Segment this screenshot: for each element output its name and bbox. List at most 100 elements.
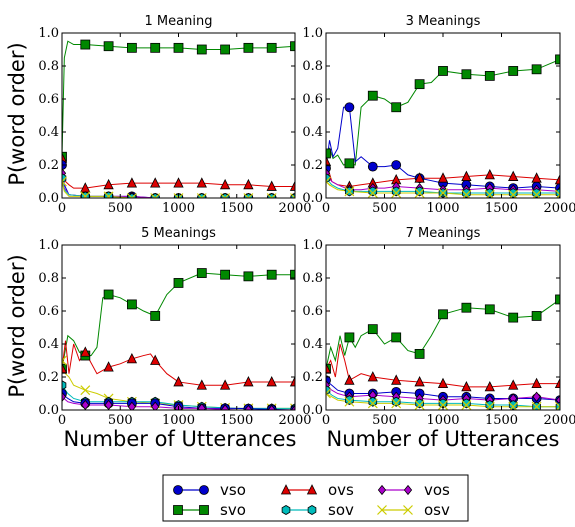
x-axis-label-right: Number of Utterances	[327, 427, 560, 451]
legend-entry-osv: osv	[377, 501, 450, 519]
data-point-osv	[438, 400, 448, 410]
data-point-ovs	[266, 180, 277, 191]
data-point-vso	[391, 160, 402, 170]
panel-4: 7 Meanings 0.0 0.2 0.4 0.6 0.8 1.0 0 500 1000 1500…	[302, 226, 575, 428]
y-tick-label: 0.2	[38, 370, 59, 385]
data-point-osv	[367, 398, 378, 409]
x-tick-label: 1500	[220, 201, 253, 216]
data-point-sov	[462, 188, 471, 198]
data-point-osv-stroke-b	[367, 398, 378, 409]
data-point-svo	[391, 102, 402, 113]
data-point-svo	[531, 64, 542, 75]
legend-items: vso ovs vos svo sov osv	[173, 481, 450, 519]
data-point-sov	[391, 186, 401, 197]
data-point-svo	[150, 42, 161, 53]
y-axis-label-bottom: P(word order)	[5, 254, 29, 397]
legend-marker-end	[403, 484, 413, 496]
data-point-osv	[438, 188, 448, 198]
data-point-svo	[367, 90, 378, 101]
data-point-sov	[508, 400, 518, 410]
x-tick-label: 2000	[278, 201, 311, 216]
data-point-osv-stroke-b	[224, 193, 231, 198]
legend-marker-start	[173, 485, 183, 495]
legend-marker-end	[199, 485, 209, 495]
y-tick-label: 1.0	[302, 26, 323, 41]
data-point-osv-stroke-a	[173, 193, 180, 198]
legend-marker-end	[199, 505, 209, 515]
y-tick-label: 0.4	[38, 125, 59, 140]
data-point-sov	[81, 191, 90, 198]
y-tick-label: 0.0	[38, 403, 59, 418]
x-tick-label: 1000	[426, 413, 459, 428]
data-point-osv	[80, 385, 91, 396]
data-point-sov	[62, 380, 67, 391]
legend-label: vos	[424, 481, 450, 499]
data-point-svo	[266, 42, 277, 53]
data-point-osv-stroke-a	[243, 193, 250, 198]
data-point-ovs	[461, 170, 472, 181]
data-point-ovs	[437, 172, 449, 183]
data-point-ovs	[243, 178, 254, 190]
data-point-osv	[414, 188, 425, 198]
data-point-svo	[220, 44, 231, 55]
x-tick-label: 1500	[220, 413, 253, 428]
data-point-osv-stroke-b	[177, 193, 184, 198]
data-point-vos	[151, 401, 160, 410]
data-point-osv	[414, 400, 425, 410]
data-point-ovs	[62, 362, 68, 374]
data-point-ovs	[173, 376, 184, 387]
data-point-osv-stroke-b	[131, 193, 137, 198]
legend-entry-ovs: ovs	[280, 481, 354, 499]
x-tick-label: 0	[58, 413, 66, 428]
legend-marker-end	[403, 505, 413, 515]
data-point-osv	[80, 191, 91, 198]
y-tick-label: 0.0	[302, 191, 323, 206]
y-tick-label: 0.0	[38, 191, 59, 206]
y-tick-label: 0.8	[302, 59, 323, 74]
panel-title: 1 Meaning	[145, 14, 213, 29]
data-point-ovs	[437, 377, 449, 389]
data-point-osv	[126, 193, 137, 198]
panel-title: 5 Meanings	[141, 226, 216, 241]
data-point-ovs	[243, 376, 254, 387]
data-point-ovs	[289, 180, 295, 191]
data-point-osv-stroke-a	[555, 189, 560, 196]
y-tick-label: 0.4	[302, 337, 323, 352]
y-tick-label: 0.2	[302, 158, 323, 173]
data-point-svo	[484, 71, 495, 81]
legend-marker-start	[281, 505, 291, 515]
data-point-sov	[508, 188, 518, 198]
x-tick-label: 1000	[426, 201, 459, 216]
data-point-osv-stroke-a	[266, 193, 273, 198]
data-point-osv-stroke-b	[461, 400, 472, 410]
data-point-ovs	[554, 173, 560, 185]
x-tick-label: 2000	[543, 413, 575, 428]
data-point-osv-stroke-a	[126, 193, 133, 198]
data-point-osv	[220, 193, 231, 198]
data-point-svo	[508, 66, 519, 76]
data-point-ovs	[484, 381, 495, 392]
data-point-svo	[290, 269, 295, 280]
data-point-osv-stroke-b	[270, 193, 277, 198]
data-point-osv-stroke-b	[106, 191, 114, 198]
x-axis-label-left: Number of Utterances	[64, 427, 297, 451]
data-point-osv	[243, 193, 254, 198]
data-point-osv-stroke-b	[344, 396, 355, 407]
panel-title: 3 Meanings	[406, 14, 481, 29]
data-point-osv	[196, 193, 207, 198]
data-point-ovs	[531, 172, 542, 183]
data-point-svo	[326, 148, 331, 159]
data-point-ovs	[414, 376, 425, 387]
data-point-svo	[62, 151, 67, 162]
data-point-osv	[344, 186, 355, 197]
y-tick-label: 0.8	[302, 271, 323, 286]
data-point-svo	[344, 158, 355, 169]
series-line-osv	[62, 181, 295, 198]
series-line-sov	[62, 178, 295, 198]
data-point-ovs	[508, 170, 519, 181]
data-point-ovs	[484, 169, 495, 180]
legend-marker-start	[280, 484, 292, 495]
legend-label: ovs	[328, 481, 354, 499]
data-point-svo	[555, 294, 560, 305]
data-point-osv	[461, 400, 472, 410]
